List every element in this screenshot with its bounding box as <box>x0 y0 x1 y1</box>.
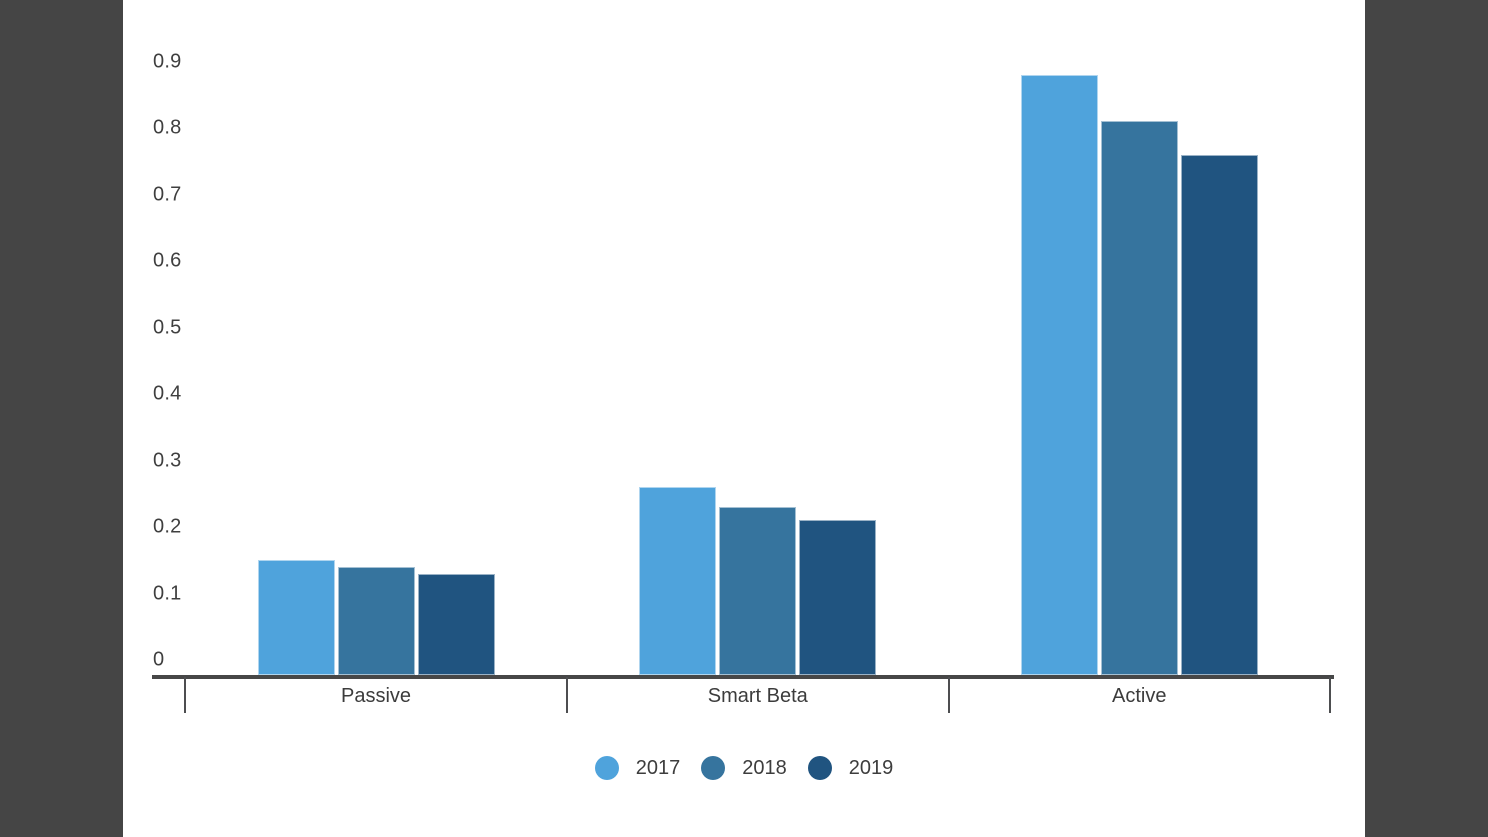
x-axis-tick <box>184 677 186 713</box>
legend-item-2019[interactable]: 2019 <box>807 756 894 780</box>
legend-label: 2019 <box>848 756 894 779</box>
x-axis-tick <box>1329 677 1331 713</box>
bar-2018-passive[interactable] <box>337 566 415 675</box>
y-axis-label: 0.8 <box>153 116 182 139</box>
slide-canvas: 0 0.1 0.2 0.3 0.4 0.5 0.6 0.7 0.8 0.9 Passive Smart… <box>123 0 1365 837</box>
legend-label: 2018 <box>742 756 787 779</box>
right-dark-panel <box>1365 0 1488 837</box>
y-axis-label: 0.9 <box>153 50 182 72</box>
legend-label: 2017 <box>635 756 681 779</box>
legend-swatch-icon <box>701 756 726 780</box>
x-axis-line <box>152 675 1334 679</box>
y-axis-label: 0.6 <box>153 249 182 272</box>
y-axis-label: 0.4 <box>153 382 182 405</box>
x-axis-label-active: Active <box>1112 685 1167 707</box>
x-axis-tick <box>566 677 568 713</box>
x-axis-label-passive: Passive <box>340 685 412 707</box>
bar-2018-smart-beta[interactable] <box>719 507 797 675</box>
bar-2019-passive[interactable] <box>417 573 495 675</box>
bar-2019-smart-beta[interactable] <box>799 520 877 675</box>
legend-item-2017[interactable]: 2017 <box>594 756 681 780</box>
bar-2017-passive[interactable] <box>257 560 335 675</box>
bar-2018-active[interactable] <box>1100 121 1178 675</box>
x-axis-label-smart-beta: Smart Beta <box>707 685 808 707</box>
x-axis-tick <box>947 677 950 713</box>
legend-item-2018[interactable]: 2018 <box>701 756 787 780</box>
bar-2017-smart-beta[interactable] <box>639 487 717 675</box>
y-axis-label: 0.5 <box>153 316 182 338</box>
left-dark-panel <box>0 0 123 837</box>
y-axis-label: 0 <box>153 648 165 671</box>
y-axis-label: 0.2 <box>153 515 182 538</box>
y-axis-label: 0.3 <box>153 449 182 471</box>
y-axis-label: 0.1 <box>153 582 182 604</box>
legend-swatch-icon <box>594 756 619 780</box>
bar-2017-active[interactable] <box>1020 74 1098 675</box>
bar-chart: 0 0.1 0.2 0.3 0.4 0.5 0.6 0.7 0.8 0.9 Passive Smart… <box>123 0 1365 837</box>
chart-legend: 2017 2018 2019 <box>123 750 1365 786</box>
bar-2019-active[interactable] <box>1180 154 1258 675</box>
y-axis-label: 0.7 <box>153 183 182 205</box>
legend-swatch-icon <box>807 756 832 780</box>
